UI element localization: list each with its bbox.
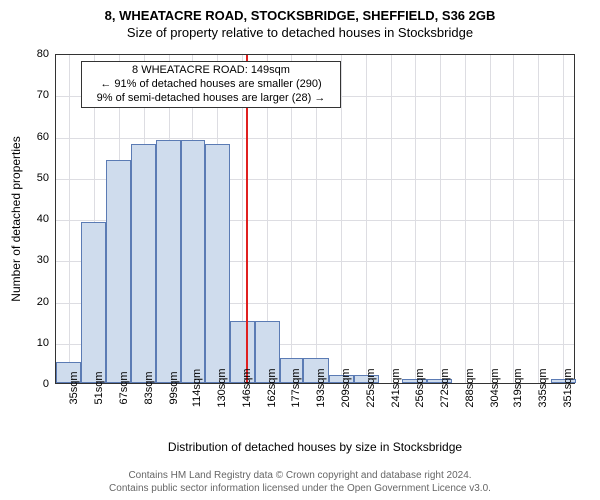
- x-tick-label: 99sqm: [168, 371, 180, 404]
- histogram-bar: [156, 140, 181, 383]
- x-tick-label: 146sqm: [241, 368, 253, 407]
- y-tick-label: 10: [0, 337, 49, 349]
- annotation-line-2: ← 91% of detached houses are smaller (29…: [86, 78, 336, 92]
- x-tick-label: 241sqm: [390, 368, 402, 407]
- x-tick-label: 67sqm: [118, 371, 130, 404]
- annotation-line-3: 9% of semi-detached houses are larger (2…: [86, 92, 336, 106]
- x-tick-label: 130sqm: [216, 368, 228, 407]
- x-tick-label: 225sqm: [365, 368, 377, 407]
- x-axis-ticks: 35sqm51sqm67sqm83sqm99sqm114sqm130sqm146…: [55, 384, 575, 434]
- x-tick-label: 335sqm: [537, 368, 549, 407]
- x-tick-label: 256sqm: [414, 368, 426, 407]
- y-tick-label: 70: [0, 89, 49, 101]
- title-address: 8, WHEATACRE ROAD, STOCKSBRIDGE, SHEFFIE…: [0, 0, 600, 23]
- x-tick-label: 272sqm: [439, 368, 451, 407]
- x-tick-label: 193sqm: [315, 368, 327, 407]
- y-tick-label: 50: [0, 172, 49, 184]
- x-tick-label: 114sqm: [191, 369, 203, 407]
- y-tick-label: 0: [0, 378, 49, 390]
- histogram-bar: [81, 222, 106, 383]
- x-tick-label: 288sqm: [464, 368, 476, 407]
- y-tick-label: 60: [0, 131, 49, 143]
- x-tick-label: 83sqm: [143, 371, 155, 404]
- y-tick-label: 40: [0, 213, 49, 225]
- footer-attribution: Contains HM Land Registry data © Crown c…: [0, 469, 600, 495]
- y-axis-ticks: 01020304050607080: [0, 54, 53, 384]
- footer-line-2: Contains public sector information licen…: [0, 482, 600, 495]
- x-axis-label: Distribution of detached houses by size …: [168, 440, 462, 454]
- x-tick-label: 351sqm: [562, 368, 574, 407]
- x-tick-label: 51sqm: [93, 371, 105, 404]
- x-tick-label: 304sqm: [489, 368, 501, 407]
- x-tick-label: 35sqm: [68, 371, 80, 404]
- x-tick-label: 177sqm: [290, 368, 302, 407]
- histogram-bar: [205, 144, 230, 383]
- y-tick-label: 80: [0, 48, 49, 60]
- x-tick-label: 319sqm: [512, 368, 524, 407]
- histogram-bar: [131, 144, 156, 383]
- histogram-chart: 8 WHEATACRE ROAD: 149sqm ← 91% of detach…: [55, 54, 575, 384]
- histogram-bar: [181, 140, 204, 383]
- title-subtitle: Size of property relative to detached ho…: [0, 23, 600, 40]
- histogram-bar: [106, 160, 131, 383]
- annotation-line-1: 8 WHEATACRE ROAD: 149sqm: [86, 64, 336, 78]
- property-annotation-box: 8 WHEATACRE ROAD: 149sqm ← 91% of detach…: [81, 61, 341, 108]
- x-tick-label: 209sqm: [340, 368, 352, 407]
- y-tick-label: 20: [0, 296, 49, 308]
- y-tick-label: 30: [0, 254, 49, 266]
- footer-line-1: Contains HM Land Registry data © Crown c…: [0, 469, 600, 482]
- x-tick-label: 162sqm: [266, 368, 278, 407]
